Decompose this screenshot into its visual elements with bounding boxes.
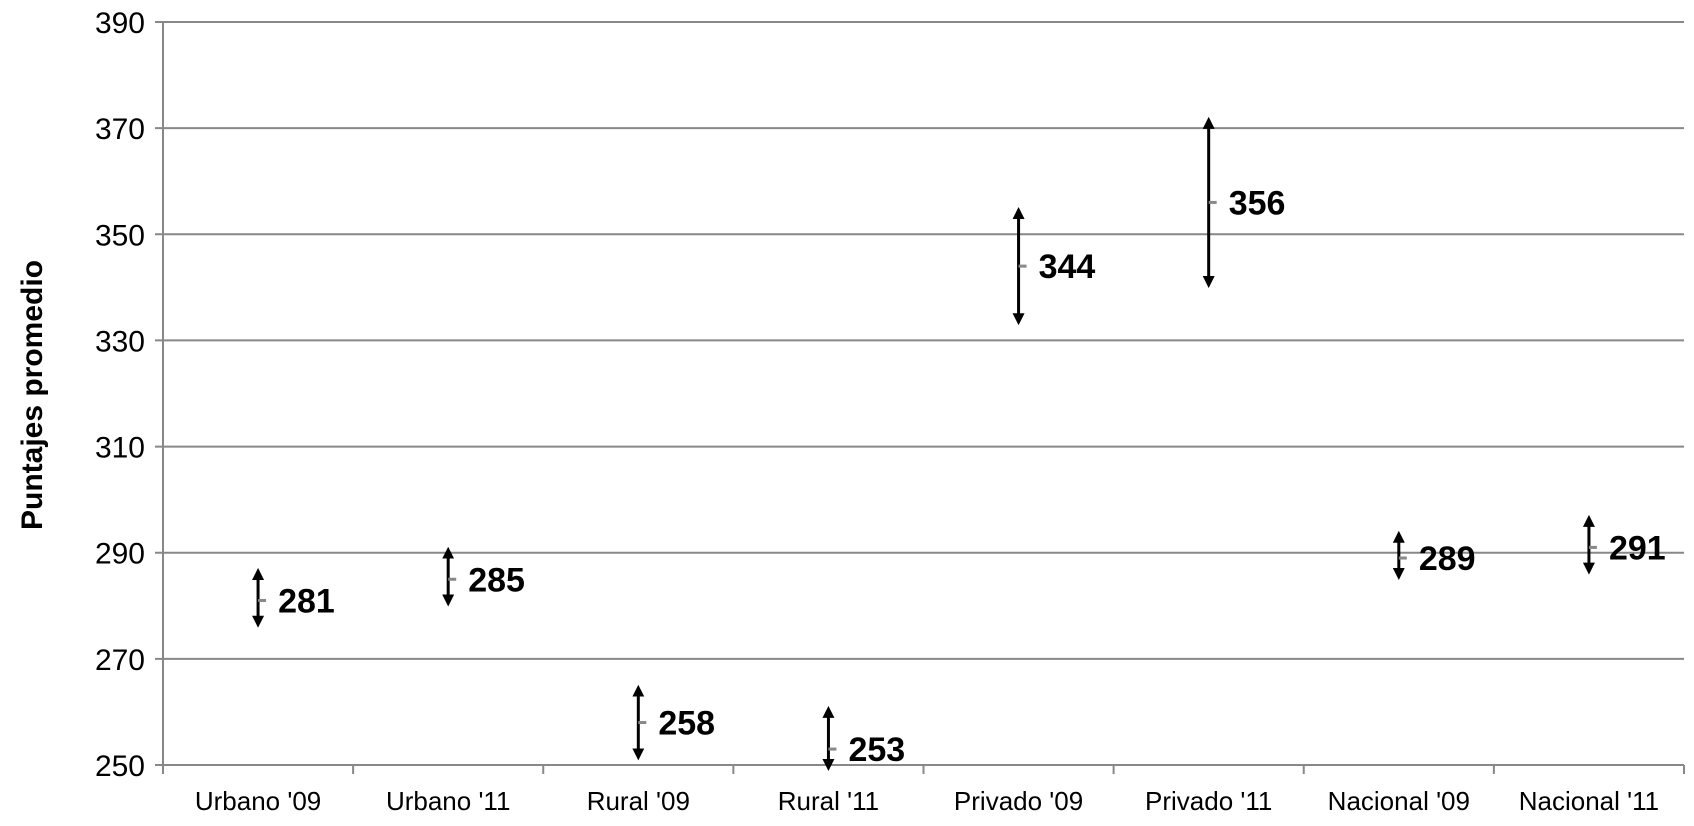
data-label: 281	[278, 582, 335, 620]
data-label: 253	[848, 731, 905, 769]
x-category-label: Privado '11	[1145, 786, 1272, 816]
x-category-label: Privado '09	[954, 786, 1083, 816]
y-tick-label: 350	[95, 219, 145, 252]
x-category-label: Rural '11	[778, 786, 879, 816]
gridlines	[155, 21, 1684, 766]
data-label: 291	[1609, 529, 1666, 567]
x-category-label: Rural '09	[587, 786, 690, 816]
data-label: 289	[1419, 540, 1476, 578]
x-category-label: Urbano '09	[195, 786, 321, 816]
data-label: 258	[658, 705, 715, 743]
axes	[162, 22, 1685, 774]
y-tick-label: 390	[95, 7, 145, 40]
x-category-label: Nacional '09	[1328, 786, 1470, 816]
y-tick-labels: 250 270 290 310 330 350 370 390	[95, 7, 145, 783]
x-category-labels: Urbano '09 Urbano '11 Rural '09 Rural '11 Pr…	[195, 786, 1659, 816]
y-tick-label: 370	[95, 113, 145, 146]
x-category-label: Urbano '11	[386, 786, 510, 816]
y-tick-label: 270	[95, 644, 145, 677]
y-axis-title: Puntajes promedio	[16, 260, 49, 530]
data-labels: 281 285 258 253 344 356 289 291	[278, 184, 1666, 769]
y-tick-label: 310	[95, 432, 145, 465]
data-label: 344	[1039, 248, 1096, 286]
data-label: 285	[468, 561, 525, 599]
y-tick-label: 250	[95, 750, 145, 783]
interval-marks	[252, 116, 1597, 771]
y-tick-label: 330	[95, 325, 145, 358]
x-category-label: Nacional '11	[1519, 786, 1659, 816]
data-label: 356	[1229, 184, 1286, 222]
y-tick-label: 290	[95, 538, 145, 571]
